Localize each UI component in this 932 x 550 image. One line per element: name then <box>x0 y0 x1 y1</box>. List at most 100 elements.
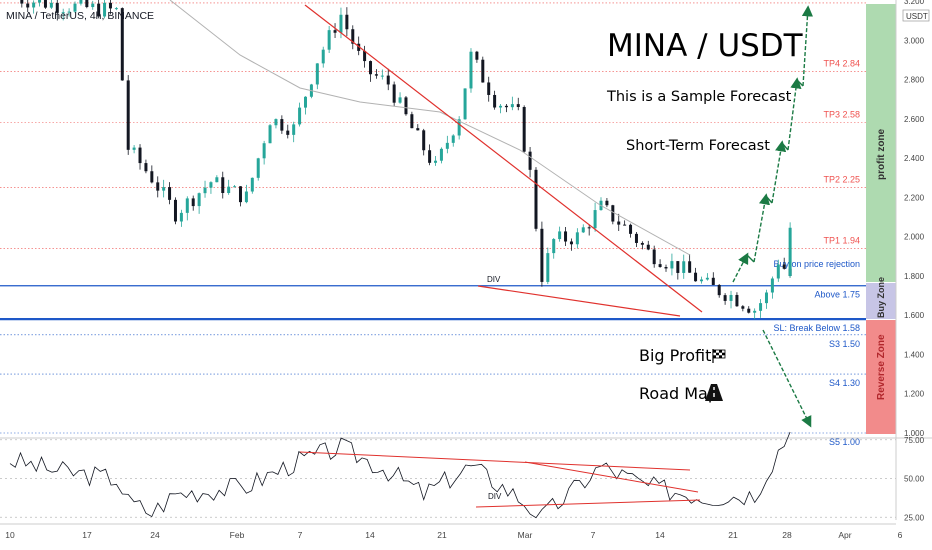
forecast-arrow-up <box>765 195 773 204</box>
candle-body <box>552 239 556 254</box>
rsi-div-line <box>524 461 699 493</box>
candle-body <box>445 142 449 149</box>
candle-body <box>179 212 183 222</box>
rsi-tick: 50.00 <box>904 475 925 484</box>
level-label: Above 1.75 <box>814 290 860 300</box>
level-label: SL: Break Below 1.58 <box>773 323 860 333</box>
candle-body <box>493 94 497 108</box>
reverse-zone-label: Reverse Zone <box>876 334 887 400</box>
rsi-div-line <box>475 499 701 508</box>
candle-body <box>723 295 727 301</box>
candle-body <box>363 50 367 62</box>
symbol-header: MINA / TetherUS, 4h, BINANCE <box>6 10 154 22</box>
candle-body <box>711 277 715 285</box>
candle-body <box>416 128 420 131</box>
candle-body <box>463 88 467 120</box>
forecast-arrow-up <box>801 5 814 87</box>
candle-body <box>215 177 219 183</box>
candle-body <box>640 242 644 245</box>
candle-body <box>753 310 757 313</box>
candle-body <box>398 97 402 103</box>
candles <box>20 0 792 320</box>
rsi-tick: 25.00 <box>904 513 925 522</box>
candle-body <box>481 59 485 83</box>
time-tick: Mar <box>518 530 533 540</box>
forecast-arrow-up <box>746 254 755 263</box>
candle-body <box>144 163 148 172</box>
time-tick: 7 <box>591 530 596 540</box>
candle-body <box>250 177 254 192</box>
candle-body <box>262 143 266 159</box>
time-tick: 28 <box>782 530 792 540</box>
candle-body <box>682 261 686 273</box>
candle-body <box>345 14 349 30</box>
candle-body <box>298 107 302 125</box>
candle-body <box>664 267 668 269</box>
road-map-text: Road Map <box>639 384 718 403</box>
candle-body <box>26 3 30 8</box>
candle-body <box>233 186 237 188</box>
level-label: Buy on price rejection <box>773 259 860 269</box>
candle-body <box>333 30 337 33</box>
time-tick: 24 <box>150 530 160 540</box>
candle-body <box>97 3 101 17</box>
price-tick: 1.800 <box>904 272 925 281</box>
moving-average-line <box>169 0 691 256</box>
price-axis: 3.200 3.000 2.800 2.600 2.400 2.200 2.000 1.800… <box>895 0 925 520</box>
time-tick: 6 <box>898 530 903 540</box>
candle-body <box>729 294 733 301</box>
sample-forecast-text: This is a Sample Forecast <box>606 89 792 105</box>
candle-body <box>156 182 160 191</box>
divergence-line <box>477 285 681 317</box>
candle-body <box>581 227 585 233</box>
candle-body <box>103 2 107 17</box>
candle-body <box>369 61 373 75</box>
candle-body <box>410 114 414 129</box>
time-tick: Feb <box>230 530 245 540</box>
currency-badge <box>902 9 930 22</box>
candle-body <box>688 261 692 273</box>
candle-body <box>238 186 242 203</box>
candle-body <box>670 261 674 269</box>
candle-body <box>126 80 130 150</box>
candle-body <box>558 231 562 240</box>
price-tick: 2.400 <box>904 154 925 163</box>
candle-body <box>546 253 550 282</box>
candle-body <box>735 294 739 307</box>
candle-body <box>256 158 260 178</box>
price-tick: 2.800 <box>904 76 925 85</box>
candle-body <box>747 308 751 313</box>
price-tick: 2.600 <box>904 115 925 124</box>
candle-body <box>676 261 680 273</box>
level-label: TP2 2.25 <box>823 175 860 185</box>
div-label-price: DIV <box>487 275 501 284</box>
candle-body <box>499 105 503 108</box>
level-label: S5 1.00 <box>829 437 860 447</box>
price-tick: 3.000 <box>904 36 925 45</box>
candle-body <box>73 3 77 12</box>
div-label-rsi: DIV <box>488 492 502 501</box>
price-tick: 1.200 <box>904 390 925 399</box>
candle-body <box>759 303 763 311</box>
candle-body <box>91 3 95 8</box>
candle-body <box>61 12 65 14</box>
time-tick: 21 <box>437 530 447 540</box>
candle-body <box>457 119 461 136</box>
candle-body <box>286 130 290 135</box>
candle-body <box>132 147 136 150</box>
level-label: S3 1.50 <box>829 339 860 349</box>
candle-body <box>108 2 112 9</box>
level-label: TP1 1.94 <box>823 235 860 245</box>
candle-body <box>434 160 438 163</box>
chart-title: MINA / USDT <box>607 28 804 64</box>
candle-body <box>315 63 319 85</box>
candle-body <box>705 277 709 280</box>
candle-body <box>487 82 491 95</box>
forecast-arrows <box>732 5 814 428</box>
candle-body <box>451 135 455 143</box>
candle-body <box>380 75 384 77</box>
candle-body <box>575 232 579 245</box>
forecast-arrow-up <box>781 142 789 151</box>
candle-body <box>162 187 166 191</box>
